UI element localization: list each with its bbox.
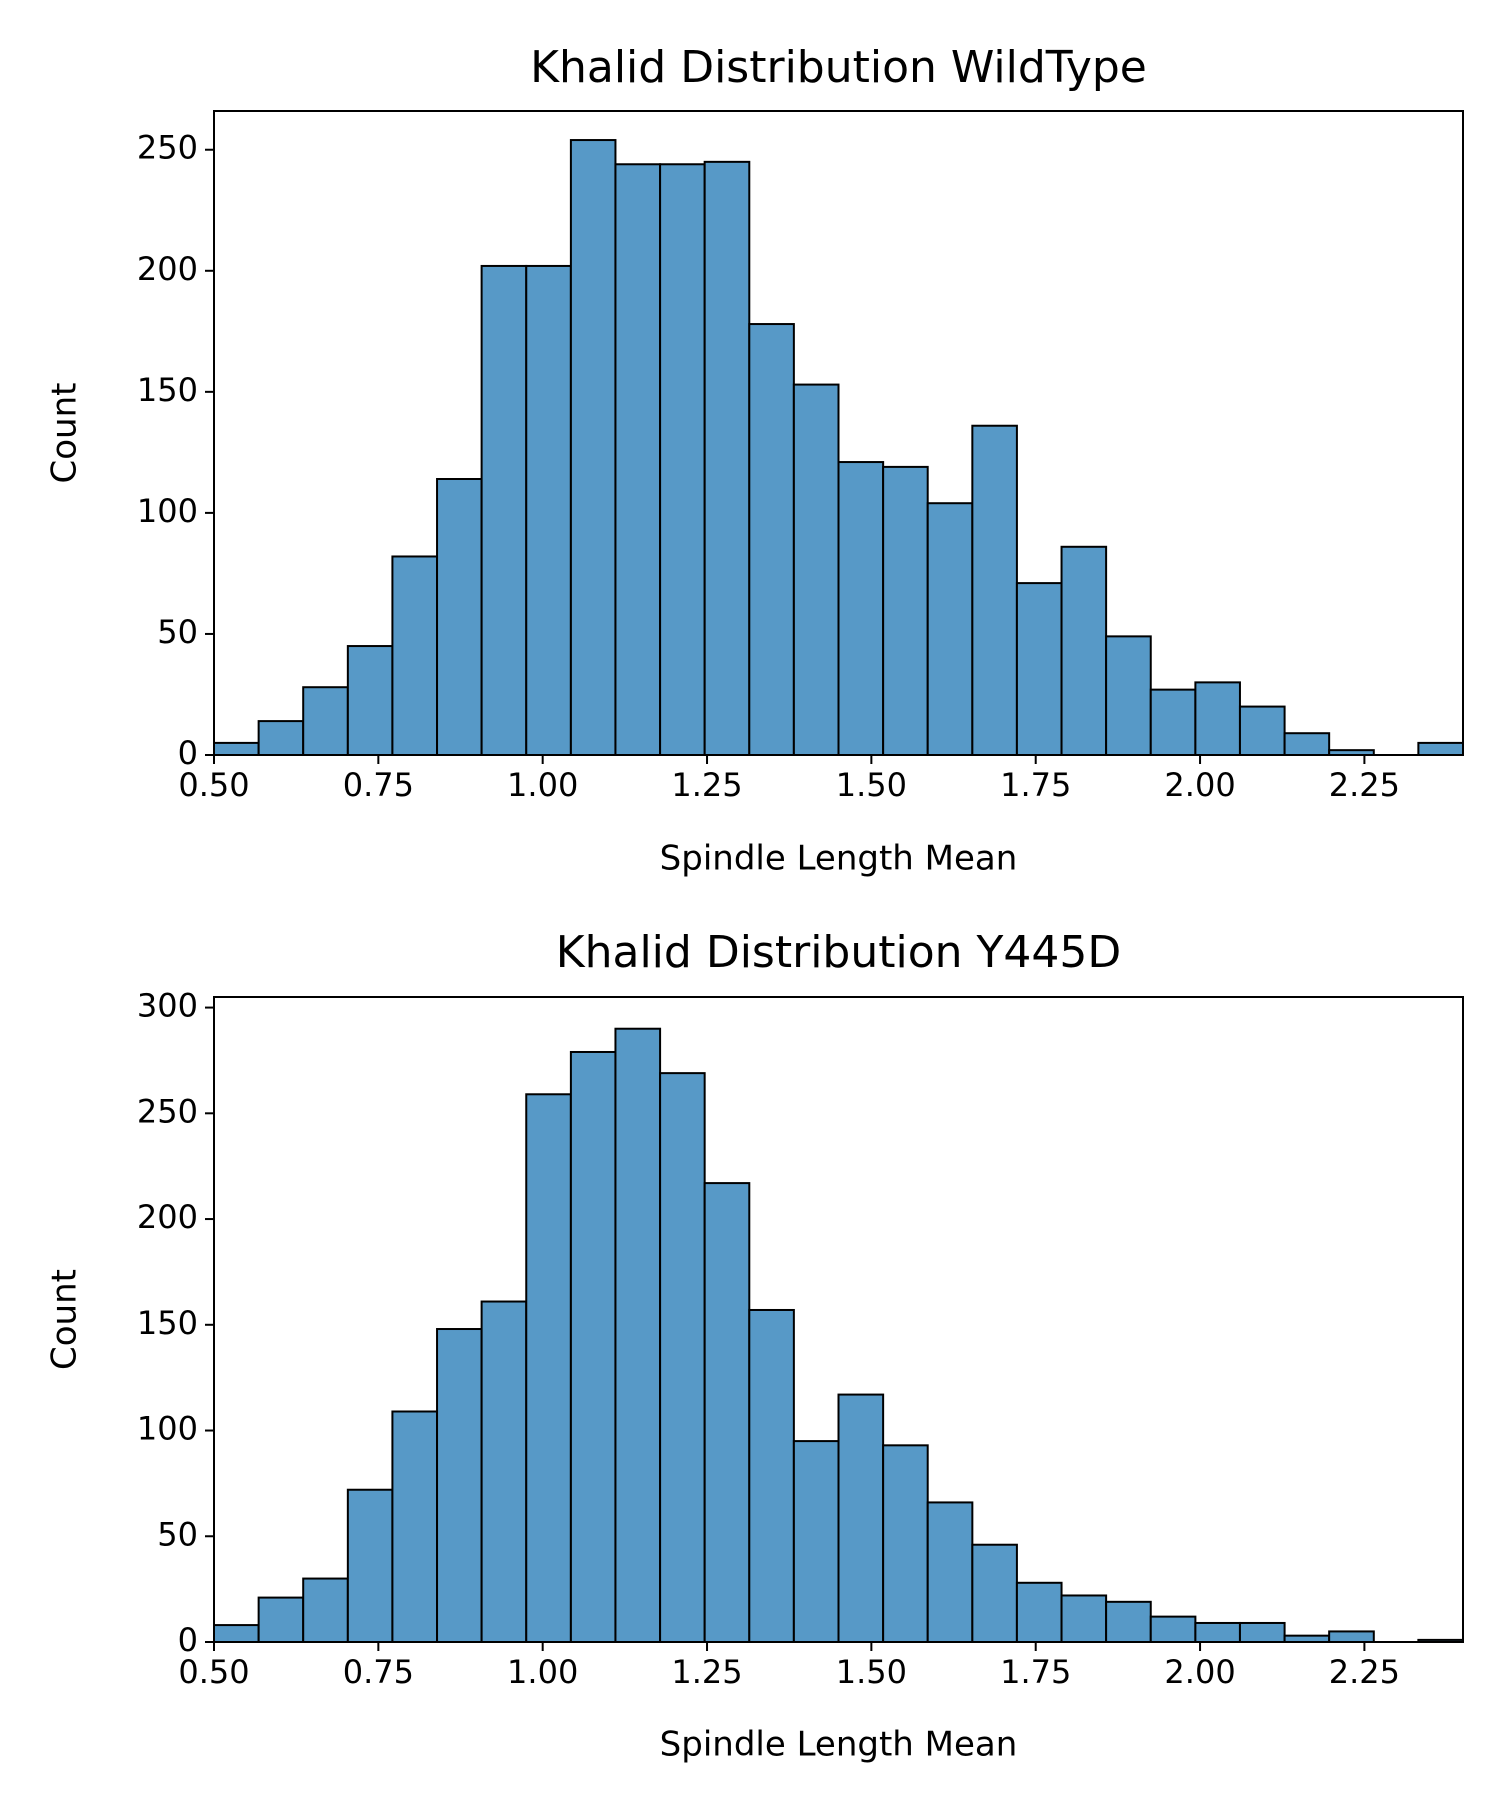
- x-tick-label: 0.75: [343, 1653, 414, 1691]
- bar: [1328, 1630, 1375, 1644]
- bar: [614, 1027, 662, 1643]
- bar: [391, 555, 439, 757]
- bar: [659, 1072, 706, 1643]
- axes-frame: [213, 996, 1464, 1643]
- bar: [213, 741, 260, 756]
- bar: [257, 1596, 305, 1644]
- x-tick-label: 1.00: [507, 766, 578, 804]
- bar: [1194, 681, 1241, 756]
- y-tick-label: 300: [137, 987, 198, 1025]
- bar: [792, 1440, 840, 1644]
- bar: [971, 1543, 1018, 1643]
- bar: [882, 465, 929, 756]
- y-tick-label: 100: [137, 1410, 198, 1448]
- bar: [748, 1308, 795, 1644]
- bar: [346, 1488, 394, 1643]
- bar: [436, 478, 483, 756]
- y-tick-label: 100: [137, 492, 198, 530]
- y-axis-label: Count: [45, 383, 85, 484]
- bar: [1105, 635, 1152, 756]
- x-tick-label: 2.00: [1164, 766, 1235, 804]
- y-tick-label: 50: [157, 1515, 198, 1553]
- axes-frame: [213, 110, 1464, 756]
- bar: [302, 1577, 349, 1643]
- bar: [1283, 732, 1331, 756]
- bar: [926, 1501, 974, 1644]
- bar: [1194, 1621, 1241, 1643]
- bar: [346, 645, 394, 756]
- y-tick-label: 0: [178, 734, 198, 772]
- x-tick-label: 1.50: [836, 766, 907, 804]
- bar: [1238, 705, 1286, 756]
- y-tick-label: 150: [137, 371, 198, 409]
- x-tick-label: 1.00: [507, 1653, 578, 1691]
- x-tick-label: 1.75: [1000, 766, 1071, 804]
- bar: [480, 264, 528, 756]
- bar: [525, 1093, 572, 1643]
- x-tick-label: 0.50: [178, 766, 249, 804]
- x-tick-label: 1.25: [671, 1653, 742, 1691]
- x-axis-label: Spindle Length Mean: [660, 1725, 1018, 1765]
- y-tick-label: 150: [137, 1304, 198, 1342]
- bar: [614, 163, 662, 756]
- bar: [926, 502, 974, 757]
- bar: [569, 1050, 617, 1644]
- x-tick-label: 0.50: [178, 1653, 249, 1691]
- x-tick-label: 1.25: [671, 766, 742, 804]
- bar: [480, 1300, 528, 1643]
- x-tick-label: 2.25: [1329, 766, 1400, 804]
- x-tick-label: 1.50: [836, 1653, 907, 1691]
- bar: [792, 383, 840, 756]
- y-axis-label: Count: [45, 1269, 85, 1370]
- x-tick-label: 1.75: [1000, 1653, 1071, 1691]
- bar: [703, 1182, 751, 1644]
- bar: [1149, 1615, 1197, 1643]
- bar: [436, 1328, 483, 1643]
- bar: [1015, 582, 1063, 757]
- bar: [659, 163, 706, 756]
- bar: [391, 1410, 439, 1644]
- x-tick-label: 2.25: [1329, 1653, 1400, 1691]
- bar: [525, 264, 572, 756]
- bar: [302, 686, 349, 756]
- bar: [837, 1393, 885, 1643]
- y-tick-label: 250: [137, 1092, 198, 1130]
- y-tick-label: 200: [137, 1198, 198, 1236]
- bar: [1105, 1600, 1152, 1644]
- bar: [1149, 688, 1197, 757]
- x-tick-label: 2.00: [1164, 1653, 1235, 1691]
- chart-title: Khalid Distribution WildType: [530, 42, 1147, 93]
- bar: [882, 1444, 929, 1644]
- bar: [1015, 1581, 1063, 1643]
- x-axis-label: Spindle Length Mean: [660, 839, 1018, 879]
- bar: [703, 160, 751, 756]
- bar: [213, 1624, 260, 1643]
- bar: [748, 323, 795, 756]
- bar: [1238, 1621, 1286, 1643]
- bar: [569, 139, 617, 757]
- x-tick-label: 0.75: [343, 766, 414, 804]
- y-tick-label: 250: [137, 129, 198, 167]
- bar: [971, 424, 1018, 756]
- bar: [257, 720, 305, 757]
- bar: [1060, 1594, 1108, 1644]
- bar: [1417, 741, 1464, 756]
- bar: [1060, 545, 1108, 757]
- chart-title: Khalid Distribution Y445D: [556, 927, 1122, 978]
- y-tick-label: 0: [178, 1621, 198, 1659]
- y-tick-label: 50: [157, 613, 198, 651]
- y-tick-label: 200: [137, 250, 198, 288]
- bar: [837, 461, 885, 756]
